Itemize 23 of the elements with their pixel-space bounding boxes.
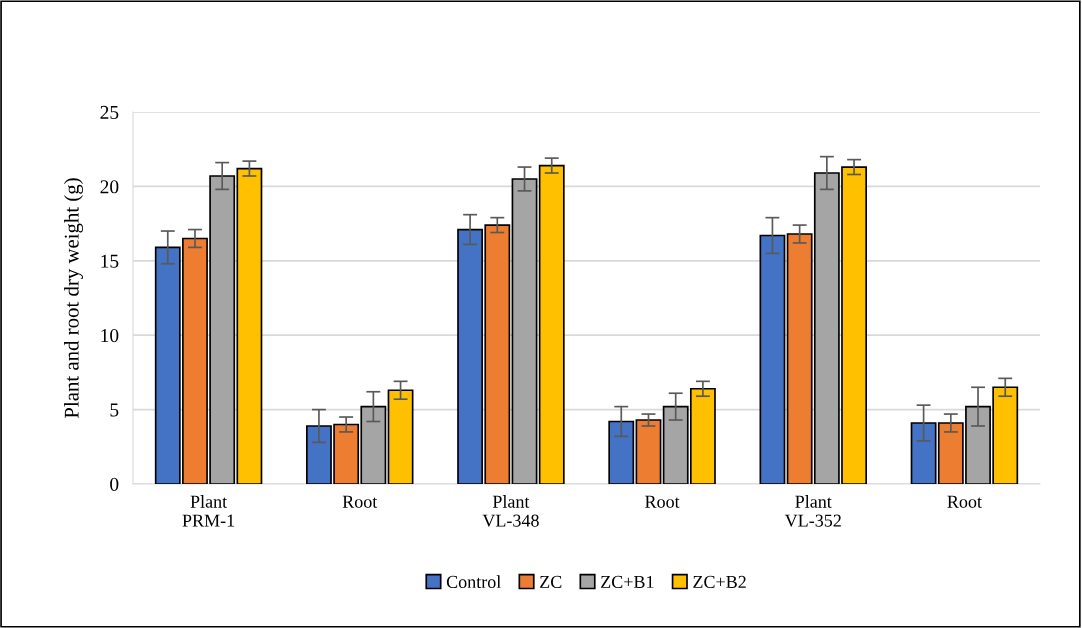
y-tick-label: 10 [101, 329, 119, 343]
x-tick-label: Root [947, 495, 982, 508]
x-tick-label: Plant PRM-1 [182, 495, 235, 527]
x-tick-label: Plant VL-352 [784, 495, 841, 527]
bar [608, 420, 635, 484]
y-tick-label: 20 [100, 180, 119, 194]
legend-label: ZC+B1 [601, 575, 654, 589]
y-tick-label: 5 [110, 403, 119, 417]
x-tick-label: Plant VL-348 [482, 495, 539, 527]
legend-label: Control [446, 575, 501, 589]
y-tick-label: 15 [101, 254, 119, 268]
x-tick-label: Root [342, 495, 378, 508]
legend-label: ZC [540, 575, 562, 589]
bar [511, 178, 538, 484]
legend-label: ZC+B2 [693, 575, 746, 589]
bar [759, 234, 786, 484]
y-tick-label: 0 [110, 477, 119, 491]
y-axis-title: Plant and root dry weight (g) [64, 178, 83, 419]
bar [635, 419, 662, 484]
bar [538, 164, 565, 484]
y-tick-label: 25 [100, 105, 119, 119]
bar [387, 389, 414, 484]
x-tick-label: Root [645, 495, 680, 508]
